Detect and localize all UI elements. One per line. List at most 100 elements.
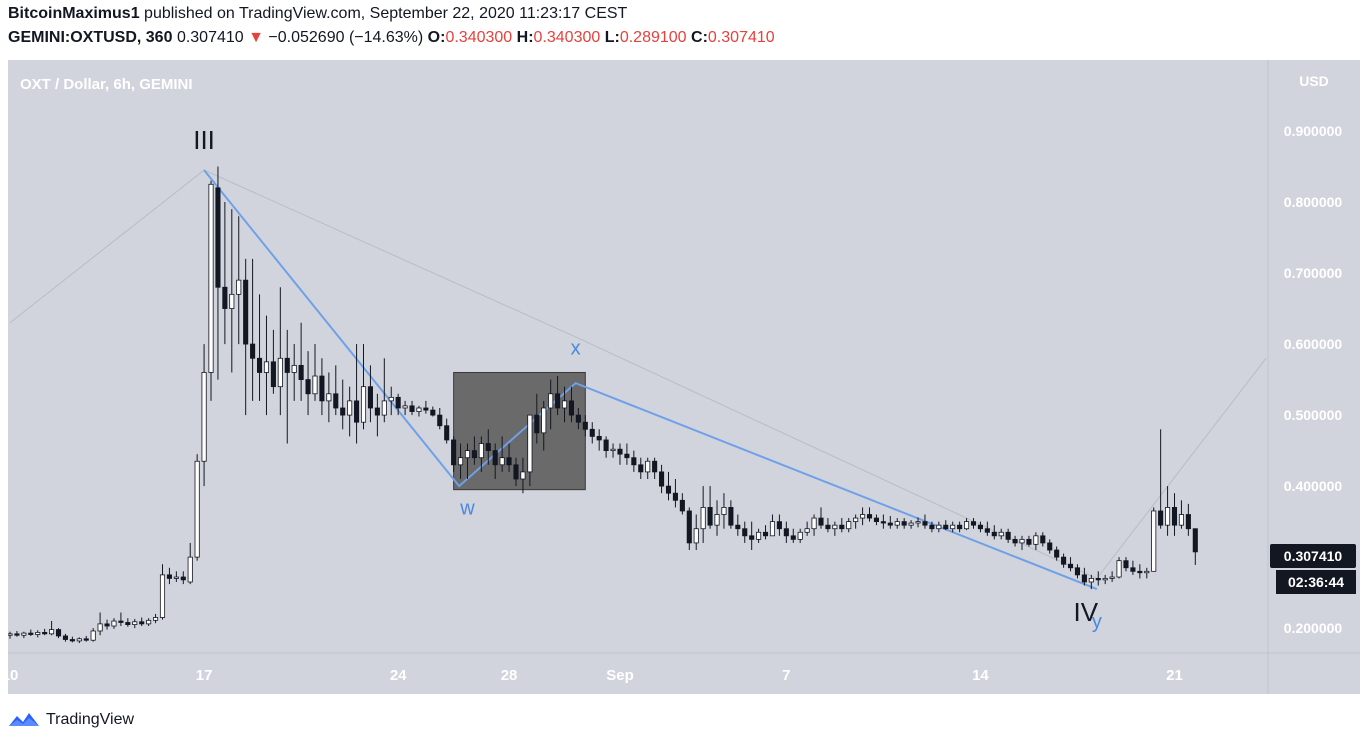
candle-up — [402, 405, 408, 409]
candle-down — [880, 521, 886, 524]
candle-down — [409, 405, 415, 412]
candle-up — [1178, 514, 1184, 526]
low-value: 0.289100 — [619, 29, 687, 46]
correction-box — [453, 371, 586, 491]
candle-down — [742, 528, 748, 537]
candle-down — [534, 414, 540, 434]
candle-up — [35, 632, 41, 635]
candle-up — [132, 621, 138, 625]
candle-down — [42, 632, 48, 635]
candle-up — [76, 638, 82, 642]
candle-up — [208, 183, 214, 373]
high-value: 0.340300 — [533, 29, 601, 46]
y-tick-label: 0.700000 — [1284, 265, 1343, 281]
candle-up — [159, 574, 166, 618]
tradingview-brand[interactable]: TradingView — [46, 711, 135, 728]
candle-up — [1019, 538, 1025, 544]
candle-up — [714, 514, 720, 526]
candle-down — [991, 531, 997, 537]
x-tick-label: 21 — [1166, 667, 1183, 684]
candle-down — [776, 521, 782, 530]
candle-up — [541, 407, 547, 434]
candle-down — [1026, 538, 1032, 545]
chart-title: OXT / Dollar, 6h, GEMINI — [20, 76, 193, 93]
candle-down — [1158, 510, 1164, 526]
wave-label: III — [193, 125, 215, 155]
candle-up — [173, 576, 179, 579]
candle-down — [139, 621, 145, 625]
candle-down — [118, 620, 124, 623]
candle-up — [527, 414, 533, 473]
candle-down — [659, 471, 665, 487]
open-label: O: — [427, 29, 446, 46]
candle-up — [936, 524, 942, 530]
x-tick-label: 17 — [196, 667, 213, 684]
candle-down — [1012, 538, 1018, 544]
candle-down — [62, 635, 69, 640]
candle-down — [1123, 560, 1129, 569]
candle-up — [1102, 578, 1108, 581]
candle-up — [478, 443, 484, 459]
candle-down — [340, 407, 346, 416]
candle-down — [735, 524, 741, 530]
candle-down — [1185, 514, 1191, 530]
y-tick-label: 0.800000 — [1284, 194, 1343, 210]
candle-up — [1165, 507, 1171, 526]
candle-down — [555, 393, 561, 409]
candle-up — [610, 448, 616, 451]
candle-down — [354, 400, 360, 423]
candle-down — [575, 414, 581, 423]
candle-down — [166, 574, 172, 579]
candle-up — [201, 372, 207, 462]
author-name[interactable]: BitcoinMaximus1 — [8, 5, 140, 22]
candle-down — [957, 524, 963, 530]
candle-down — [603, 439, 609, 451]
candle-up — [97, 623, 103, 632]
candle-up — [388, 396, 394, 402]
candle-down — [665, 485, 672, 494]
close-label: C: — [691, 29, 708, 46]
candle-up — [964, 521, 970, 530]
footer: TradingView — [8, 706, 134, 734]
open-value: 0.340300 — [445, 29, 513, 46]
candle-down — [14, 633, 20, 636]
published-text: published on TradingView.com, September … — [144, 5, 628, 22]
candle-up — [846, 521, 852, 530]
candle-down — [256, 357, 263, 373]
candle-down — [839, 524, 845, 530]
candle-up — [1116, 560, 1122, 578]
candle-down — [180, 576, 186, 581]
y-tick-label: 0.600000 — [1284, 336, 1343, 352]
last-price-tag — [1270, 544, 1356, 568]
candle-down — [1067, 563, 1074, 569]
candle-up — [187, 556, 193, 583]
candle-down — [825, 524, 831, 530]
candle-up — [229, 293, 235, 309]
candle-up — [769, 521, 776, 537]
candle-up — [49, 629, 55, 635]
candle-down — [222, 286, 228, 309]
candle-up — [153, 617, 159, 621]
tradingview-logo-icon[interactable] — [8, 710, 40, 730]
candle-up — [832, 524, 838, 530]
candle-down — [728, 507, 734, 526]
candle-up — [499, 457, 505, 466]
candle-up — [326, 393, 332, 402]
candle-down — [1137, 570, 1143, 574]
wave-label: x — [571, 338, 581, 360]
candle-down — [901, 521, 907, 526]
last-price: 0.307410 — [176, 29, 244, 46]
countdown-tag — [1276, 570, 1356, 594]
y-tick-label: 0.500000 — [1284, 407, 1343, 423]
candle-down — [506, 457, 512, 466]
candle-up — [950, 524, 956, 530]
candle-down — [617, 448, 623, 455]
down-arrow-icon: ▼ — [248, 29, 264, 46]
x-tick-label: Sep — [606, 667, 634, 684]
close-value: 0.307410 — [707, 29, 775, 46]
candle-down — [929, 524, 935, 530]
candle-down — [686, 510, 692, 544]
candle-down — [1040, 535, 1046, 544]
